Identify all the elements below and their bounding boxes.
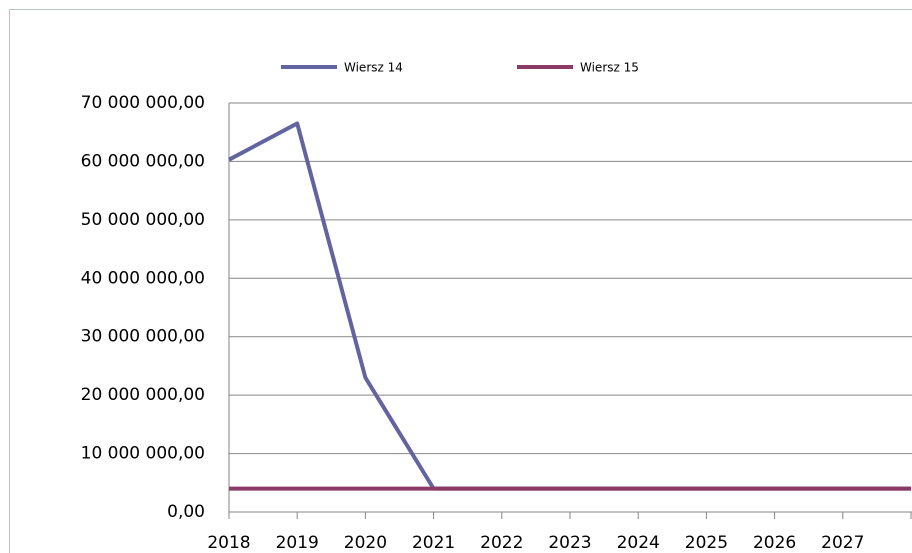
legend-label: Wiersz 14 [344,61,403,75]
y-tick-label: 70 000 000,00 [81,93,205,113]
y-tick-label: 60 000 000,00 [81,151,205,171]
x-tick-label: 2023 [548,533,591,553]
x-tick-label: 2020 [344,533,387,553]
x-tick-label: 2018 [207,533,250,553]
x-tick-label: 2027 [821,533,864,553]
legend-label: Wiersz 15 [580,61,639,75]
y-tick-label: 0,00 [167,502,205,522]
x-tick-label: 2025 [685,533,728,553]
x-tick-label: 2019 [276,533,319,553]
y-tick-label: 40 000 000,00 [81,268,205,288]
x-tick-label: 2024 [617,533,660,553]
x-tick-label: 2021 [412,533,455,553]
y-tick-label: 20 000 000,00 [81,385,205,405]
x-tick-label: 2026 [753,533,796,553]
y-tick-label: 30 000 000,00 [81,327,205,347]
y-tick-label: 50 000 000,00 [81,210,205,230]
x-tick-label: 2022 [480,533,523,553]
y-tick-label: 10 000 000,00 [81,444,205,464]
chart-frame [9,9,912,553]
